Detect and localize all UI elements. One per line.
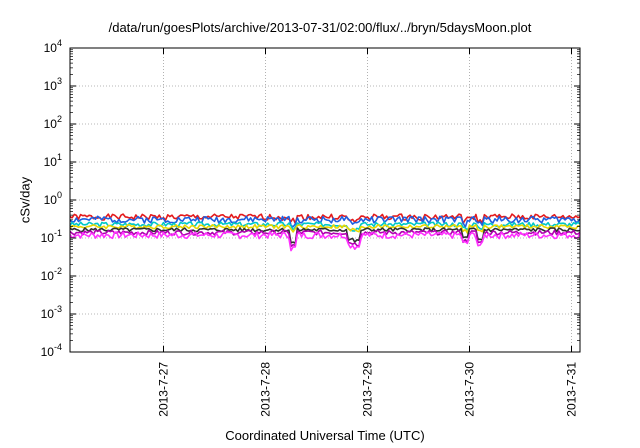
series-layer [69,213,581,252]
y-tick-label: 10-2 [41,266,62,283]
series-line [69,229,581,248]
x-tick-label: 2013-7-30 [463,362,477,417]
x-tick-label: 2013-7-29 [361,362,375,417]
series-line [69,223,580,234]
y-tick-label: 103 [44,76,62,93]
x-tick-label: 2013-7-31 [565,362,579,417]
chart-title: /data/run/goesPlots/archive/2013-07-31/0… [108,20,532,35]
y-tick-label: 10-1 [41,228,62,245]
series-line [69,213,581,225]
y-tick-label: 10-3 [41,304,62,321]
series-line [69,215,581,228]
y-tick-label: 104 [44,38,62,55]
series-line [69,227,581,244]
y-tick-label: 10-4 [41,342,62,359]
x-tick-label: 2013-7-28 [259,362,273,417]
x-tick-label: 2013-7-27 [157,362,171,417]
y-tick-label: 102 [44,114,62,131]
series-line [69,231,581,252]
tick-layer: 10-4 10-3 10-2 10-1 100 101 102 103 104 2013-7-27… [41,38,580,417]
y-tick-label: 101 [44,152,62,169]
x-axis-label: Coordinated Universal Time (UTC) [225,428,425,443]
y-tick-label: 100 [44,190,62,207]
grid-layer [70,48,580,352]
